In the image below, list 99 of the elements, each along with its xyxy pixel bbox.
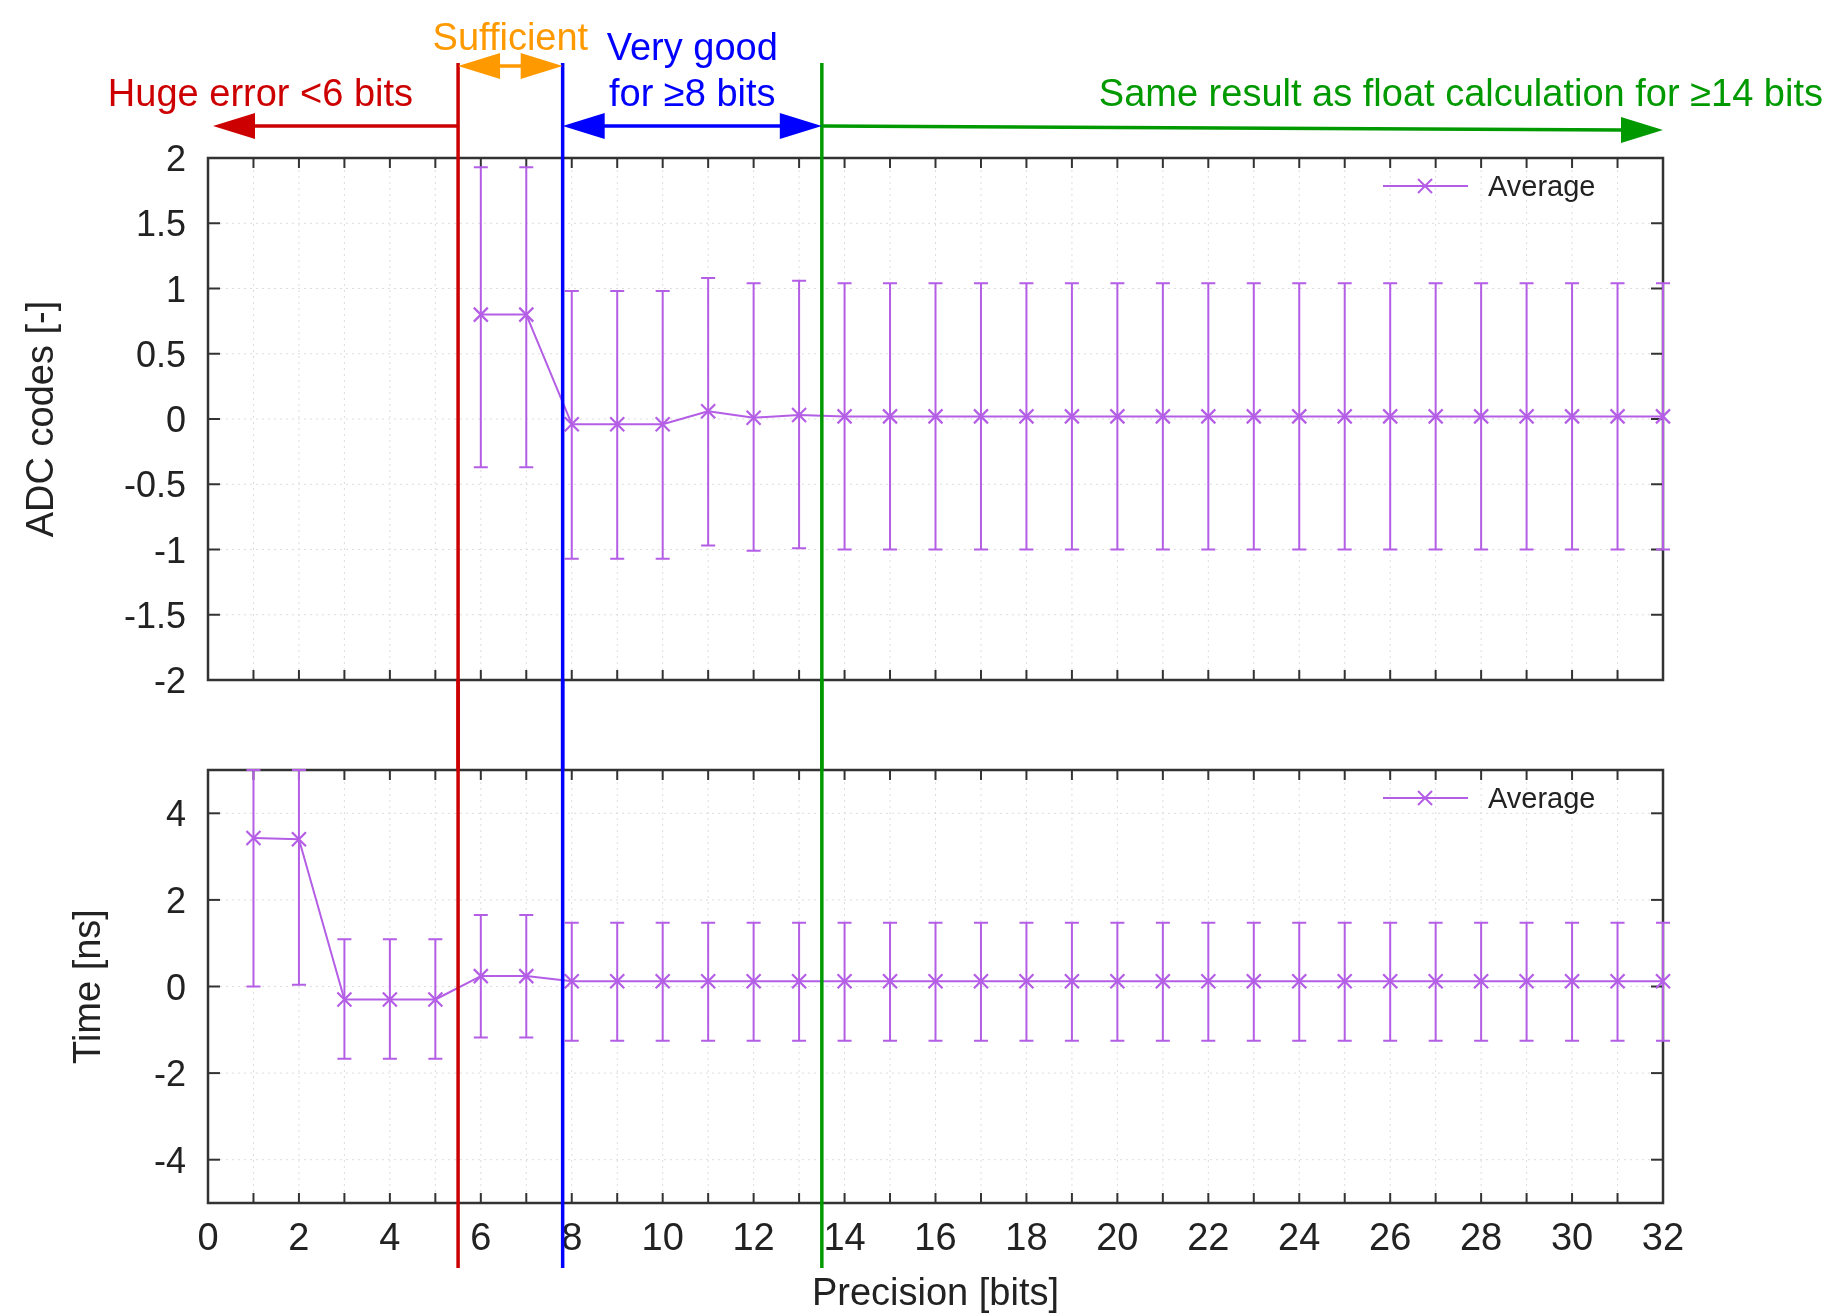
point xyxy=(609,416,626,433)
point xyxy=(654,973,671,990)
point xyxy=(1018,408,1035,425)
y-axis-title: Time [ns] xyxy=(66,909,108,1064)
x-tick-label: 6 xyxy=(470,1216,492,1258)
x-tick-label: 12 xyxy=(732,1216,775,1258)
point xyxy=(1200,408,1217,425)
point xyxy=(1654,408,1672,425)
point xyxy=(1291,973,1308,990)
point xyxy=(472,968,489,985)
y-tick-label: -4 xyxy=(153,1139,186,1181)
point xyxy=(518,968,535,985)
x-axis-title: Precision [bits] xyxy=(811,1271,1060,1313)
point xyxy=(1563,973,1581,990)
point xyxy=(290,831,308,848)
legend-label: Average xyxy=(1488,170,1596,202)
y-tick-label: 2 xyxy=(165,138,186,179)
x-tick-label: 30 xyxy=(1550,1216,1594,1258)
y-tick-label: -0.5 xyxy=(123,464,186,506)
point xyxy=(427,991,444,1008)
point xyxy=(700,403,717,420)
point xyxy=(1109,408,1126,425)
point xyxy=(1200,973,1217,990)
point xyxy=(1063,408,1081,425)
y-axis-title: ADC codes [-] xyxy=(19,300,61,538)
point xyxy=(336,991,353,1008)
point xyxy=(881,408,899,425)
point xyxy=(927,973,944,990)
legend-label: Average xyxy=(1488,782,1596,814)
point xyxy=(745,973,762,990)
x-tick-label: 16 xyxy=(914,1216,957,1258)
point xyxy=(1473,408,1490,425)
point xyxy=(927,408,944,425)
y-tick-label: 0 xyxy=(165,966,186,1008)
point xyxy=(790,406,808,424)
x-tick-label: 0 xyxy=(197,1216,219,1258)
x-tick-label: 32 xyxy=(1641,1216,1685,1258)
point xyxy=(1245,408,1262,425)
point xyxy=(972,973,990,990)
point xyxy=(790,973,808,990)
x-tick-label: 8 xyxy=(561,1216,583,1258)
point xyxy=(1291,408,1308,425)
y-tick-label: 1 xyxy=(165,268,186,310)
point xyxy=(836,973,853,990)
y-tick-label: -1 xyxy=(153,529,186,571)
y-tick-label: 0.5 xyxy=(135,333,186,375)
y-tick-label: -2 xyxy=(153,1053,186,1095)
point xyxy=(1563,408,1581,425)
point xyxy=(700,973,717,990)
point xyxy=(1609,973,1626,990)
point xyxy=(1336,973,1353,990)
point xyxy=(1154,408,1171,425)
x-tick-label: 20 xyxy=(1096,1216,1139,1258)
point xyxy=(245,829,262,847)
x-tick-label: 22 xyxy=(1187,1216,1230,1258)
point xyxy=(1382,408,1399,425)
text: Very good for ≥8 bits xyxy=(606,26,778,114)
y-tick-label: 0 xyxy=(165,399,186,440)
point xyxy=(1427,973,1444,990)
text: Same result as float calculation for ≥14 bits xyxy=(1098,72,1823,114)
point xyxy=(1063,973,1081,990)
text: Sufficient xyxy=(432,16,589,58)
x-tick-label: 18 xyxy=(1005,1216,1048,1258)
y-tick-label: 1.5 xyxy=(135,203,186,245)
point xyxy=(1154,973,1171,990)
point xyxy=(518,306,535,323)
x-tick-label: 10 xyxy=(641,1216,684,1258)
y-tick-label: 4 xyxy=(165,793,186,835)
point xyxy=(381,991,398,1008)
y-tick-label: -1.5 xyxy=(123,594,186,636)
point xyxy=(1245,973,1262,990)
x-tick-label: 28 xyxy=(1459,1216,1503,1258)
point xyxy=(609,973,626,990)
y-tick-label: -2 xyxy=(153,660,186,701)
point xyxy=(881,973,899,990)
point xyxy=(1518,973,1535,990)
point xyxy=(836,408,853,425)
point xyxy=(563,416,580,433)
x-tick-label: 26 xyxy=(1369,1216,1412,1258)
point xyxy=(1109,973,1126,990)
point xyxy=(472,306,489,323)
point xyxy=(1609,408,1626,425)
x-tick-label: 24 xyxy=(1278,1216,1321,1258)
point xyxy=(1018,973,1035,990)
point xyxy=(1473,973,1490,990)
point xyxy=(1518,408,1535,425)
x-tick-label: 2 xyxy=(288,1216,310,1258)
point xyxy=(1382,973,1399,990)
x-tick-label: 4 xyxy=(379,1216,401,1258)
point xyxy=(972,408,990,425)
point xyxy=(745,409,762,426)
y-tick-label: 2 xyxy=(165,879,186,921)
point xyxy=(1336,408,1353,425)
point xyxy=(1427,408,1444,425)
point xyxy=(654,416,671,433)
x-tick-label: 14 xyxy=(823,1216,866,1258)
point xyxy=(1654,973,1672,990)
text: Huge error <6 bits xyxy=(107,72,414,114)
point xyxy=(563,973,580,990)
